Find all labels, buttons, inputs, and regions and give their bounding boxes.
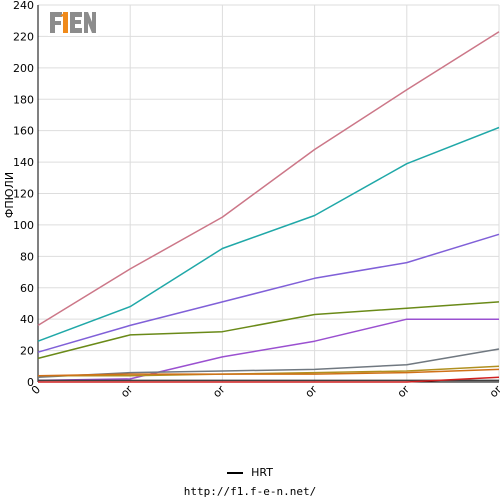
series-line-1 xyxy=(37,31,500,327)
tick-labels: 0 20 40 60 80 100 120 140 160 180 200 220 240 0 or or or… xyxy=(13,0,500,400)
y-axis-title: ФПЮЛИ xyxy=(3,172,16,218)
y-tick-label: 220 xyxy=(13,30,34,43)
grid xyxy=(37,4,500,383)
y-tick-label: 20 xyxy=(20,345,34,358)
x-tick-label: or xyxy=(395,383,412,400)
series-line-3 xyxy=(37,233,500,353)
legend-swatch xyxy=(227,472,244,474)
x-tick-label: or xyxy=(118,383,135,400)
series-line-5 xyxy=(37,318,499,382)
y-tick-label: 160 xyxy=(13,125,34,138)
y-tick-label: 200 xyxy=(13,62,34,75)
y-tick-label: 140 xyxy=(13,156,34,169)
y-tick-label: 80 xyxy=(20,250,34,263)
series-line-10 xyxy=(38,376,500,383)
logo-f-icon xyxy=(50,12,62,33)
series-line-6 xyxy=(37,348,500,379)
series-line-8 xyxy=(37,368,500,377)
x-tick-label: or xyxy=(487,383,500,400)
y-tick-label: 100 xyxy=(13,219,34,232)
y-tick-label: 60 xyxy=(20,282,34,295)
logo-e-icon xyxy=(70,12,82,33)
logo-one-icon xyxy=(60,12,68,33)
y-tick-label: 240 xyxy=(13,0,34,12)
y-tick-label: 40 xyxy=(20,313,34,326)
x-tick-label: or xyxy=(210,383,227,400)
y-tick-label: 0 xyxy=(27,376,34,389)
footer-url: http://f1.f-e-n.net/ xyxy=(183,485,317,498)
y-tick-label: 120 xyxy=(13,188,34,201)
y-tick-label: 180 xyxy=(13,93,34,106)
series-line-4 xyxy=(37,301,500,360)
legend: HRT xyxy=(0,466,500,479)
series-lines xyxy=(37,31,500,383)
series-line-2 xyxy=(37,126,500,342)
x-tick-label: 0 xyxy=(29,383,43,397)
logo-n-icon xyxy=(84,12,96,33)
legend-label: HRT xyxy=(251,466,273,479)
f1en-logo xyxy=(48,9,98,36)
x-tick-label: or xyxy=(303,383,320,400)
